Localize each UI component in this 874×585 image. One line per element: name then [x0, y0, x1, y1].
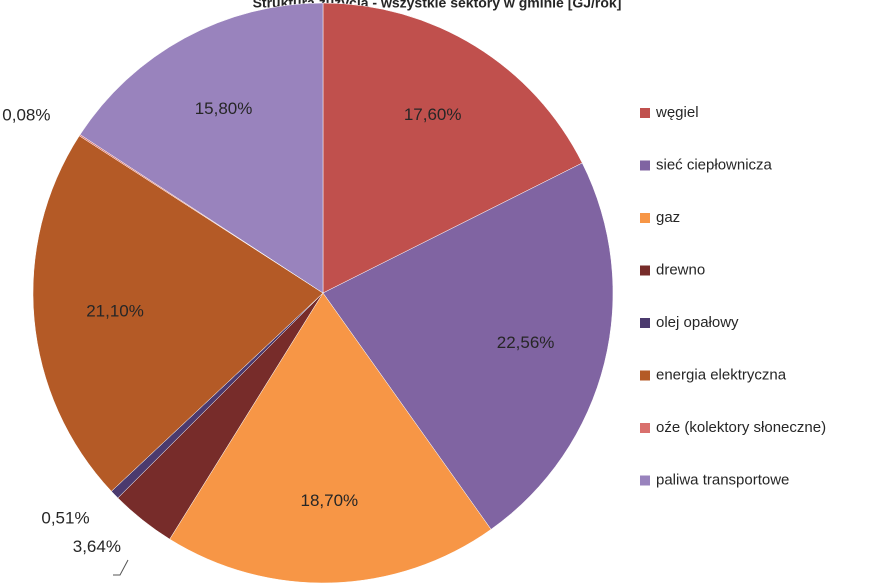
- data-label: 17,60%: [404, 105, 462, 124]
- legend-swatch: [640, 318, 650, 328]
- legend-label: gaz: [656, 209, 680, 226]
- legend-label: sieć ciepłownicza: [656, 156, 773, 173]
- legend-swatch: [640, 108, 650, 118]
- legend-swatch: [640, 213, 650, 223]
- chart-title: Struktura zużycia - wszystkie sektory w …: [253, 0, 622, 11]
- legend-label: oźe (kolektory słoneczne): [656, 419, 826, 436]
- leader-line: [113, 559, 129, 576]
- data-label: 22,56%: [497, 333, 555, 352]
- pie-slice: [322, 2, 583, 294]
- data-label: 21,10%: [86, 301, 144, 320]
- pie-slice: [322, 162, 614, 530]
- legend-swatch: [640, 265, 650, 276]
- legend-swatch: [640, 160, 650, 171]
- data-label: 15,80%: [195, 99, 253, 118]
- legend-label: węgiel: [655, 104, 699, 121]
- pie-slice: [79, 2, 324, 294]
- legend-label: energia elektryczna: [656, 366, 787, 383]
- data-label: 18,70%: [301, 491, 359, 510]
- legend-label: olej opałowy: [656, 314, 739, 331]
- data-label: 3,64%: [73, 537, 121, 556]
- legend-swatch: [640, 475, 650, 486]
- legend-label: paliwa transportowe: [656, 471, 789, 488]
- legend-swatch: [640, 370, 650, 381]
- legend-swatch: [640, 423, 650, 433]
- legend-label: drewno: [656, 261, 705, 278]
- pie-slice: [169, 292, 492, 584]
- pie-slice: [32, 135, 324, 492]
- data-label: 0,08%: [2, 106, 50, 125]
- data-label: 0,51%: [41, 508, 89, 527]
